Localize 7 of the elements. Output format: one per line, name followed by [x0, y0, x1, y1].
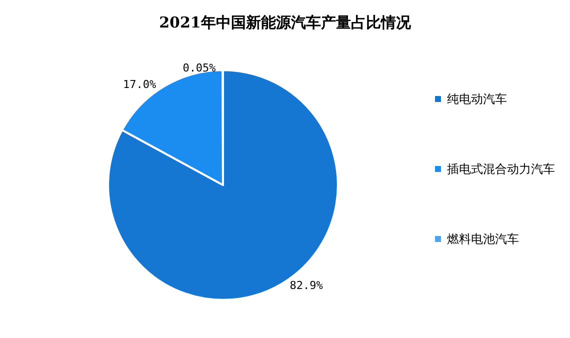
- data-label: 0.05%: [182, 62, 216, 75]
- legend-label: 燃料电池汽车: [447, 232, 519, 246]
- chart-title: 2021年中国新能源汽车产量占比情况: [159, 14, 412, 32]
- legend-label: 纯电动汽车: [447, 92, 507, 106]
- data-label: 82.9%: [290, 279, 324, 292]
- legend-label: 插电式混合动力汽车: [447, 162, 555, 176]
- data-label: 17.0%: [123, 78, 157, 92]
